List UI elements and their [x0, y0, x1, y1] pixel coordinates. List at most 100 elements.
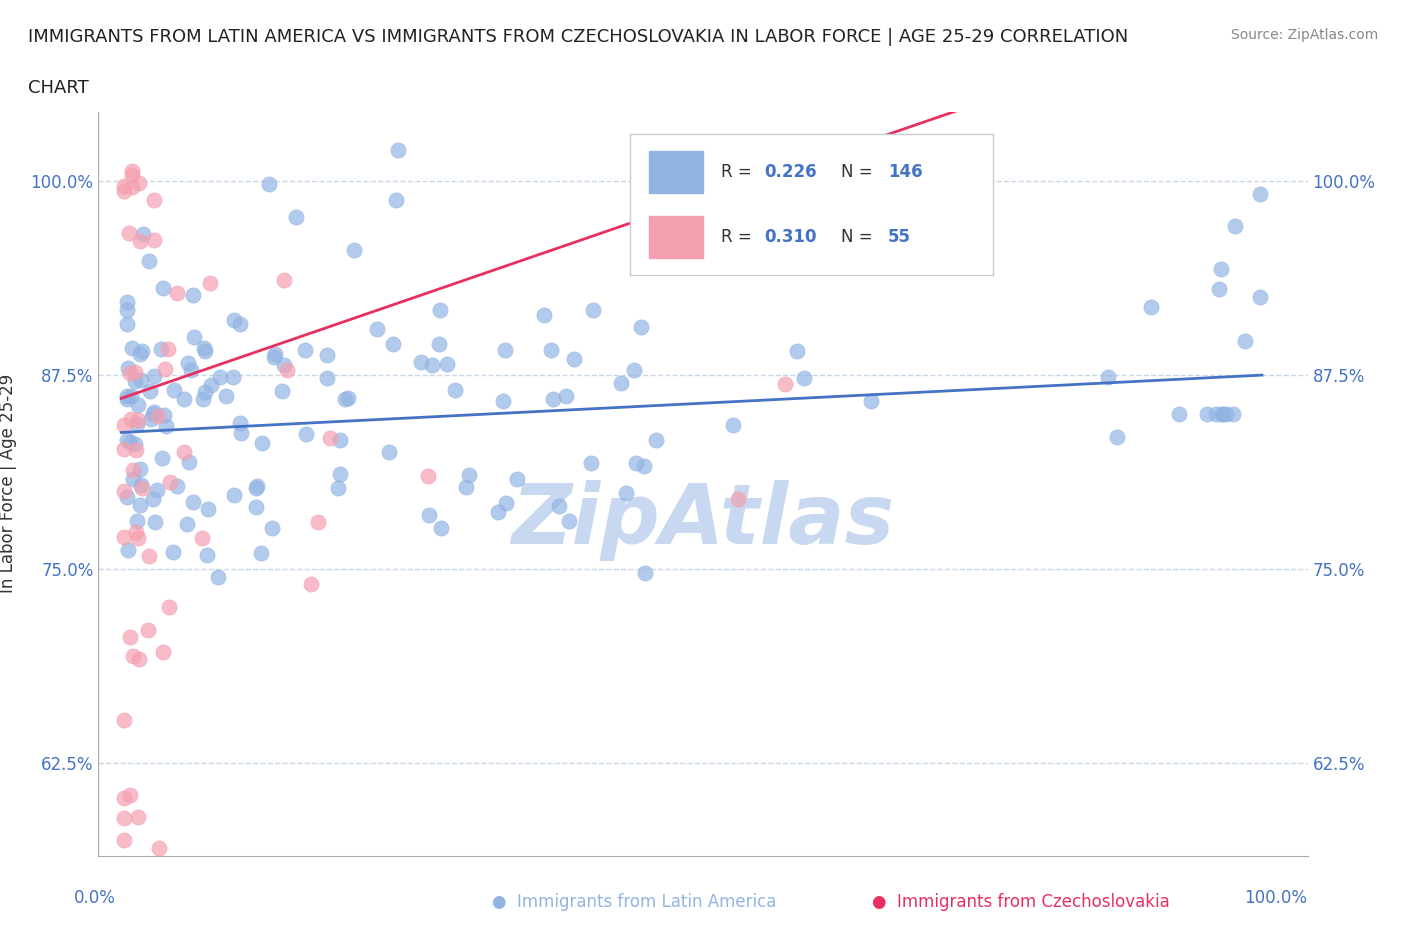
Point — [250, 546, 273, 561]
Point — [246, 479, 269, 494]
Point — [128, 346, 150, 361]
Point — [1211, 406, 1233, 421]
Point — [131, 344, 153, 359]
Point — [558, 513, 581, 528]
Point — [228, 317, 250, 332]
Point — [153, 407, 176, 422]
Point — [124, 365, 146, 379]
Point — [118, 365, 141, 380]
Point — [245, 481, 267, 496]
Point — [1249, 187, 1271, 202]
Point — [343, 243, 366, 258]
Point — [229, 416, 252, 431]
Point — [173, 392, 195, 406]
Point — [329, 466, 352, 481]
Point — [335, 392, 357, 406]
Point — [193, 340, 215, 355]
Point — [114, 484, 136, 498]
Point — [263, 350, 285, 365]
Point — [492, 393, 515, 408]
Point — [121, 179, 143, 194]
Point — [136, 623, 159, 638]
Point — [117, 392, 139, 406]
Point — [112, 790, 135, 805]
Point — [418, 469, 440, 484]
Point — [128, 176, 150, 191]
Point — [555, 389, 578, 404]
Point — [173, 445, 195, 459]
Point — [166, 479, 188, 494]
Point — [630, 319, 652, 334]
Point — [430, 521, 453, 536]
Point — [125, 443, 148, 458]
Point — [146, 483, 169, 498]
Point — [284, 210, 307, 225]
Point — [121, 163, 143, 178]
Point — [120, 389, 142, 404]
Point — [124, 373, 146, 388]
Point — [458, 468, 481, 483]
Point — [142, 491, 165, 506]
Point — [163, 382, 186, 397]
Point — [142, 407, 165, 422]
Text: ●  Immigrants from Czechoslovakia: ● Immigrants from Czechoslovakia — [872, 894, 1170, 911]
Point — [166, 286, 188, 300]
Point — [436, 357, 458, 372]
Point — [418, 507, 440, 522]
Point — [117, 543, 139, 558]
Text: 0.0%: 0.0% — [75, 889, 117, 907]
Point — [132, 227, 155, 242]
Point — [115, 490, 138, 505]
Text: ZipAtlas: ZipAtlas — [512, 480, 894, 562]
Point — [124, 436, 146, 451]
Point — [118, 788, 141, 803]
Point — [250, 436, 273, 451]
Point — [548, 498, 571, 513]
Point — [118, 434, 141, 449]
Point — [127, 530, 149, 545]
Point — [138, 549, 160, 564]
Point — [121, 167, 143, 182]
Point — [319, 431, 342, 445]
Point — [194, 343, 217, 358]
Point — [112, 442, 135, 457]
Point — [222, 369, 245, 384]
Point — [773, 377, 796, 392]
Point — [378, 445, 401, 459]
Point — [273, 273, 295, 288]
Point — [541, 392, 564, 406]
Point — [127, 412, 149, 427]
Point — [385, 193, 408, 207]
Point — [1211, 261, 1233, 276]
Point — [152, 644, 174, 659]
Point — [207, 569, 229, 584]
Point — [245, 500, 267, 515]
Point — [1205, 406, 1227, 421]
Point — [195, 548, 218, 563]
Point — [162, 544, 184, 559]
Point — [118, 226, 141, 241]
Point — [148, 841, 170, 856]
Point — [112, 418, 135, 432]
Point — [177, 355, 200, 370]
Point — [118, 630, 141, 644]
Point — [127, 398, 149, 413]
Point — [138, 254, 160, 269]
Point — [159, 475, 181, 490]
Point — [112, 712, 135, 727]
Point — [209, 370, 232, 385]
Point — [315, 370, 337, 385]
Point — [115, 302, 138, 317]
Point — [127, 809, 149, 824]
Point — [299, 577, 322, 591]
Point — [128, 498, 150, 512]
Point — [420, 358, 443, 373]
Text: Source: ZipAtlas.com: Source: ZipAtlas.com — [1230, 28, 1378, 42]
Point — [193, 385, 215, 400]
Point — [115, 389, 138, 404]
Point — [143, 405, 166, 419]
Point — [148, 408, 170, 423]
Point — [117, 361, 139, 376]
Point — [191, 392, 214, 406]
Point — [495, 496, 517, 511]
